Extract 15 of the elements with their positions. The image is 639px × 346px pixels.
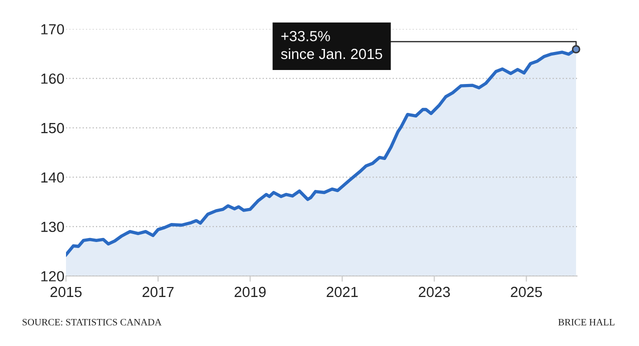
x-tick-label: 2017	[142, 286, 174, 298]
text: BRICE HALL	[558, 318, 614, 326]
source-note: SOURCE: STATISTICS CANADA	[22, 318, 162, 326]
y-tick-label: 120	[41, 271, 64, 282]
y-tick-label: 170	[41, 24, 64, 34]
y-tick-label: 160	[41, 74, 64, 84]
y-tick-label: 150	[41, 122, 64, 134]
x-tick-label: 2019	[234, 286, 266, 298]
y-tick-label: 130	[41, 222, 64, 232]
x-tick-label: 2025	[510, 286, 542, 298]
x-tick-label: 2021	[326, 286, 358, 298]
annotation: +33.5% since Jan. 2015	[281, 30, 382, 60]
x-tick-label: 2023	[418, 286, 450, 298]
x-tick-label: 2015	[50, 286, 82, 298]
y-tick-label: 140	[41, 172, 64, 183]
